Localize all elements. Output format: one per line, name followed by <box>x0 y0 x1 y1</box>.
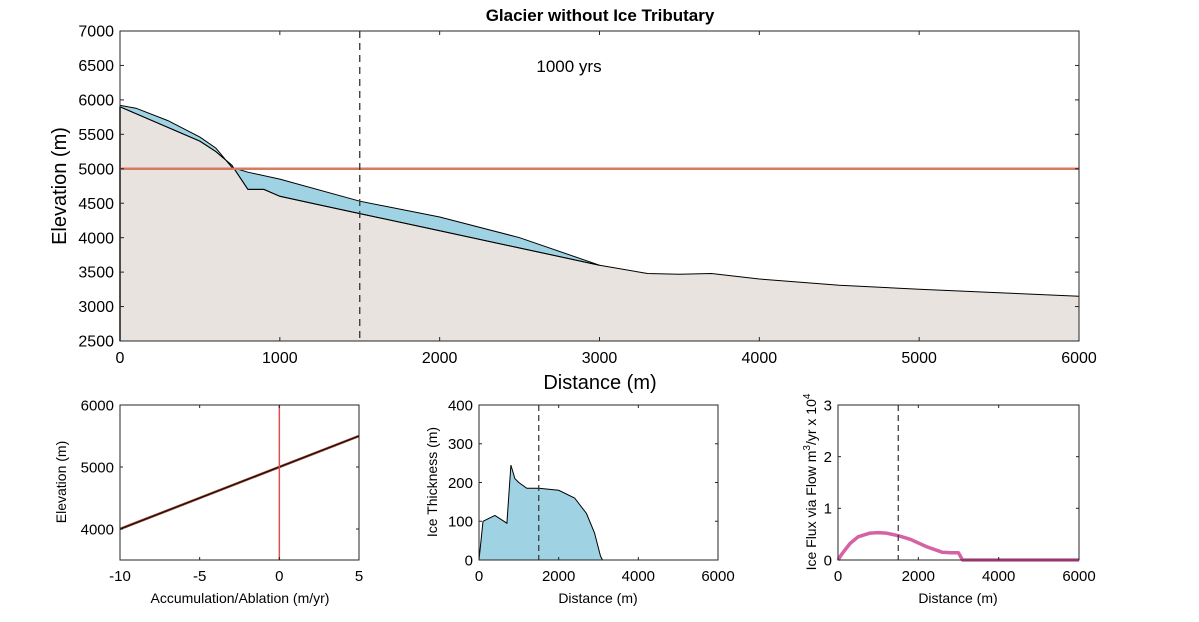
ice-flux-y-tick-label: 0 <box>824 552 832 569</box>
mass-balance-y-tick-label: 4000 <box>81 521 114 538</box>
ice-flux-x-tick-label: 2000 <box>902 568 935 585</box>
main-data-layer <box>119 31 1080 341</box>
ice-thickness-y-axis-label: Ice Thickness (m) <box>424 427 440 537</box>
ice-flux-y-axis-label: Ice Flux via Flow m3/yr x 104 <box>802 393 819 570</box>
flux-label-part-1: Ice Flux via Flow m <box>803 451 819 571</box>
main-x-tick-label: 4000 <box>742 350 778 367</box>
main-y-axis-label: Elevation (m) <box>49 127 71 245</box>
mass-balance-y-axis-label: Elevation (m) <box>53 441 69 523</box>
ice-thickness-area <box>478 464 718 561</box>
mass-balance-x-tick-label: -10 <box>109 568 131 585</box>
ice-flux-ticks: 0 2000 4000 6000 0 1 2 3 <box>824 397 1096 585</box>
main-x-tick-label: 2000 <box>422 350 458 367</box>
mass-balance-y-tick-label: 6000 <box>81 397 114 414</box>
main-y-tick-label: 5000 <box>78 161 114 178</box>
ice-thickness-x-tick-label: 6000 <box>701 568 734 585</box>
main-ticks: 0 1000 2000 3000 4000 5000 6000 2500 3000 3500 400… <box>78 24 1096 367</box>
ice-thickness-x-tick-label: 2000 <box>542 568 575 585</box>
mass-balance-x-tick-label: -5 <box>193 568 206 585</box>
ice-thickness-y-tick-label: 200 <box>448 475 473 492</box>
ice-flux-y-tick-label: 3 <box>824 397 832 414</box>
bedrock-area <box>120 106 1079 341</box>
ice-thickness-y-tick-label: 0 <box>465 552 473 569</box>
mass-balance-panel: -10 -5 0 5 4000 5000 6000 Accumulation/Ablatio… <box>53 397 363 606</box>
main-y-tick-label: 4000 <box>78 230 114 247</box>
ice-flux-data-layer <box>836 405 1079 562</box>
ice-flux-panel: 0 2000 4000 6000 0 1 2 3 Distance (m) Ice Flux … <box>802 393 1096 606</box>
ice-flux-x-axis-label: Distance (m) <box>918 590 997 606</box>
main-x-tick-label: 6000 <box>1061 350 1097 367</box>
bedrock-line <box>119 106 1080 297</box>
mass-balance-data-layer <box>119 405 360 560</box>
mass-balance-axes-box <box>119 404 360 561</box>
main-y-tick-label: 3000 <box>78 299 114 316</box>
mass-balance-x-tick-label: 5 <box>355 568 363 585</box>
ice-flux-y-tick-label: 2 <box>824 449 832 466</box>
mass-balance-line-core <box>119 435 360 530</box>
time-annotation: 1000 yrs <box>536 57 601 76</box>
main-y-tick-label: 3500 <box>78 265 114 282</box>
flux-label-superscript-3: 3 <box>802 445 813 451</box>
mass-balance-ticks: -10 -5 0 5 4000 5000 6000 <box>81 397 364 585</box>
main-x-axis-label: Distance (m) <box>543 372 656 394</box>
ice-flux-x-tick-label: 0 <box>834 568 842 585</box>
mass-balance-x-tick-label: 0 <box>275 568 283 585</box>
main-y-tick-label: 5500 <box>78 127 114 144</box>
ice-thickness-y-tick-label: 300 <box>448 436 473 453</box>
ice-thickness-data-layer <box>478 405 718 561</box>
main-x-tick-label: 1000 <box>262 350 298 367</box>
mass-balance-y-tick-label: 5000 <box>81 459 114 476</box>
ice-flux-x-tick-label: 6000 <box>1062 568 1095 585</box>
main-panel: Glacier without Ice Tributary 0 1000 2000 3… <box>49 6 1097 394</box>
ice-thickness-x-tick-label: 0 <box>475 568 483 585</box>
ice-thickness-x-tick-label: 4000 <box>622 568 655 585</box>
main-x-tick-label: 3000 <box>582 350 618 367</box>
ice-flux-y-tick-label: 1 <box>824 501 832 518</box>
main-y-tick-label: 2500 <box>78 334 114 351</box>
main-y-tick-label: 6000 <box>78 92 114 109</box>
main-y-tick-label: 7000 <box>78 24 114 41</box>
ice-thickness-y-tick-label: 100 <box>448 514 473 531</box>
ice-thickness-ticks: 0 2000 4000 6000 0 100 200 300 400 <box>448 397 735 585</box>
main-x-tick-label: 5000 <box>901 350 937 367</box>
chart-title: Glacier without Ice Tributary <box>486 6 715 25</box>
ice-thickness-x-axis-label: Distance (m) <box>558 590 637 606</box>
ice-thickness-y-tick-label: 400 <box>448 397 473 414</box>
ice-flux-axes-box <box>837 404 1080 561</box>
flux-label-superscript-4: 4 <box>802 393 813 399</box>
ice-flux-x-tick-label: 4000 <box>982 568 1015 585</box>
main-y-tick-label: 4500 <box>78 196 114 213</box>
main-y-tick-label: 6500 <box>78 58 114 75</box>
ice-flux-line <box>836 530 1079 562</box>
mass-balance-x-axis-label: Accumulation/Ablation (m/yr) <box>151 590 330 606</box>
main-x-tick-label: 0 <box>116 350 125 367</box>
flux-label-part-2: /yr x 10 <box>803 399 819 445</box>
